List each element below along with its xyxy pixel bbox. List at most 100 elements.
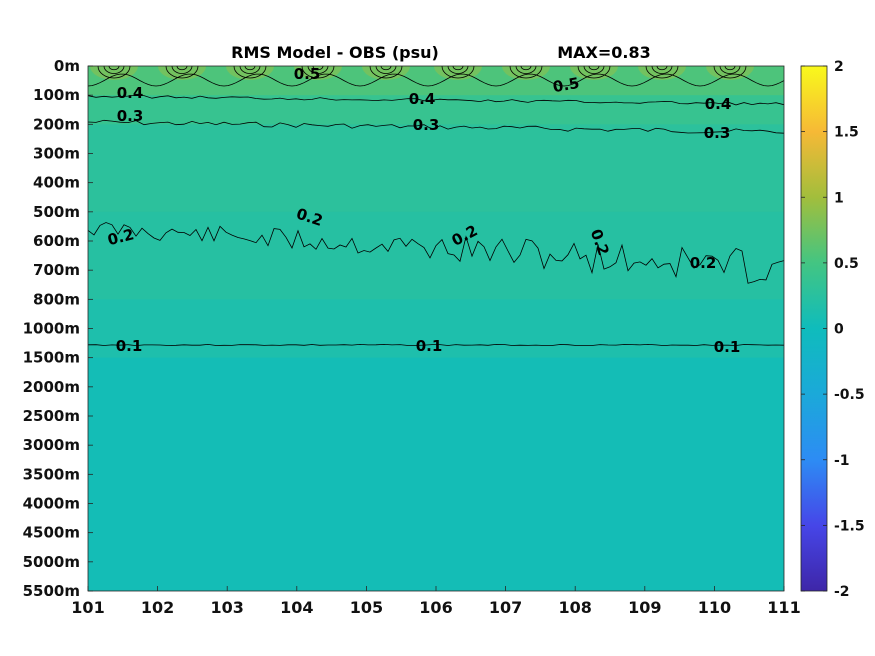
contour-label: 0.5: [551, 74, 580, 96]
surface-maximum: [570, 66, 618, 80]
surface-maximum: [434, 66, 482, 80]
contour-peak: [713, 66, 747, 79]
x-tick-label: 107: [489, 598, 522, 617]
contour-peak: [452, 66, 464, 71]
contour-peak: [307, 66, 329, 74]
y-tick-label: 5000m: [23, 553, 80, 571]
surface-maximum: [502, 66, 550, 80]
contour-lines: [88, 66, 784, 347]
field-band: [88, 95, 784, 125]
contour-peak: [301, 66, 335, 79]
contour-0.4: [88, 94, 784, 106]
y-tick-label: 600m: [33, 232, 80, 250]
surface-maximum: [294, 66, 342, 80]
surface-maximum: [638, 66, 686, 80]
x-axis-ticks: 101 102 103 104 105 106 107 108 109 110 111: [71, 586, 801, 617]
colorbar: [800, 65, 828, 592]
contour-label: 0.3: [413, 116, 440, 134]
contour-peak: [656, 66, 668, 71]
contour-peak: [239, 66, 261, 74]
contour-peak: [441, 66, 475, 79]
x-tick-label: 102: [141, 598, 174, 617]
colorbar-ticks: 2 1.5 1 0.5 0 -0.5 -1 -1.5 -2: [801, 59, 865, 600]
x-tick-label: 103: [210, 598, 243, 617]
contour-peak: [233, 66, 267, 79]
surface-maximum: [158, 66, 206, 80]
contour-labels: 0.1 0.1 0.10.20.20.2 0.20.20.3 0.3 0.30.4 0.4 0…: [106, 65, 741, 356]
contour-label: 0.5: [294, 65, 321, 83]
x-tick-label: 111: [767, 598, 800, 617]
x-tick-label: 106: [419, 598, 452, 617]
colorbar-tick-label: -1: [834, 453, 850, 469]
contour-peak: [509, 66, 543, 79]
colorbar-tick-label: -0.5: [834, 387, 865, 403]
contour-peak: [583, 66, 605, 74]
x-tick-label: 101: [71, 598, 104, 617]
contour-peak: [103, 66, 125, 74]
contour-peak: [108, 66, 120, 71]
y-tick-label: 100m: [33, 86, 80, 104]
contour-label: 0.4: [117, 84, 144, 102]
field-band: [88, 211, 784, 300]
contour-0.3: [88, 119, 784, 134]
contour-peak: [520, 66, 532, 71]
heatmap-field: [88, 66, 784, 591]
y-tick-label: 3500m: [23, 465, 80, 483]
colorbar-tick-label: -1.5: [834, 518, 865, 534]
contour-peak: [176, 66, 188, 71]
contour-peak: [97, 66, 131, 79]
max-annotation: MAX=0.83: [557, 43, 651, 62]
x-tick-label: 109: [628, 598, 661, 617]
contour-peak: [369, 66, 403, 79]
contour-label: 0.1: [714, 338, 741, 356]
contour-peak: [447, 66, 469, 74]
contour-peak: [651, 66, 673, 74]
y-tick-label: 800m: [33, 290, 80, 308]
contour-0.1: [88, 343, 784, 347]
y-tick-label: 700m: [33, 261, 80, 279]
y-tick-label: 4000m: [23, 495, 80, 513]
contour-label: 0.1: [116, 337, 143, 355]
surface-maximum: [90, 66, 138, 80]
contour-peak: [375, 66, 397, 74]
contour-label: 0.3: [704, 124, 731, 142]
surface-maximum: [226, 66, 274, 80]
contour-peak: [588, 66, 600, 71]
y-tick-label: 300m: [33, 145, 80, 163]
contour-peak: [515, 66, 537, 74]
contour-peak: [719, 66, 741, 74]
surface-maximum: [706, 66, 754, 80]
colorbar-tick-label: 0.5: [834, 256, 859, 272]
colorbar-tick-label: -2: [834, 584, 850, 600]
y-tick-label: 3000m: [23, 436, 80, 454]
contour-label: 0.4: [705, 95, 732, 113]
y-tick-label: 2000m: [23, 378, 80, 396]
y-tick-label: 1500m: [23, 349, 80, 367]
contour-peak: [380, 66, 392, 71]
field-band: [88, 357, 784, 591]
contour-peak: [645, 66, 679, 79]
colorbar-tick-label: 1.5: [834, 125, 859, 141]
y-tick-label: 4500m: [23, 524, 80, 542]
contour-0.2: [88, 222, 784, 284]
x-tick-label: 110: [698, 598, 731, 617]
y-tick-label: 1000m: [23, 320, 80, 338]
colorbar-tick-label: 0: [834, 322, 844, 338]
field-band: [88, 124, 784, 213]
contour-peak: [577, 66, 611, 79]
contour-peak: [312, 66, 324, 71]
chart-title: RMS Model - OBS (psu): [231, 43, 439, 62]
contour-peak: [724, 66, 736, 71]
surface-maximum: [362, 66, 410, 80]
x-tick-label: 108: [558, 598, 591, 617]
y-tick-label: 5500m: [23, 582, 80, 600]
y-tick-label: 400m: [33, 174, 80, 192]
contour-peak: [165, 66, 199, 79]
y-tick-label: 0m: [54, 57, 80, 75]
colorbar-tick-label: 2: [834, 59, 844, 75]
contour-label: 0.2: [690, 254, 717, 272]
y-tick-label: 2500m: [23, 407, 80, 425]
y-tick-label: 500m: [33, 203, 80, 221]
contour-label: 0.2: [106, 225, 136, 249]
